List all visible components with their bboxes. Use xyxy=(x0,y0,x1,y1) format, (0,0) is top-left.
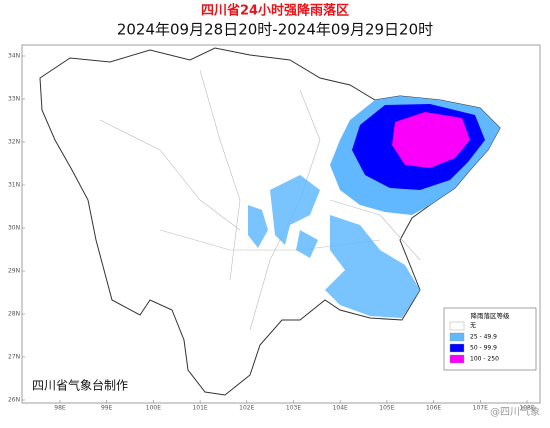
latitude-label: 27N xyxy=(8,354,20,361)
legend-swatch xyxy=(449,354,465,364)
longitude-label: 101E xyxy=(192,405,207,412)
watermark: @四川气象 xyxy=(490,405,540,418)
credit: 四川省气象台制作 xyxy=(32,378,128,393)
rain-area-extreme xyxy=(392,112,470,168)
longitude-label: 100E xyxy=(146,405,161,412)
latitude-label: 28N xyxy=(8,311,20,318)
longitude-label: 103E xyxy=(286,405,301,412)
longitude-label: 105E xyxy=(379,405,394,412)
subtitle: 2024年09月28日20时-2024年09月29日20时 xyxy=(117,21,433,39)
longitude-label: 99E xyxy=(101,405,113,412)
latitude-label: 34N xyxy=(8,53,20,60)
longitude-label: 102E xyxy=(239,405,254,412)
legend-swatch xyxy=(449,321,465,331)
latitude-label: 33N xyxy=(8,96,20,103)
latitude-label: 29N xyxy=(8,268,20,275)
longitude-ticks: 98E 99E 100E 101E 102E 103E 104E 105E 106E 107E 10… xyxy=(54,400,535,412)
latitude-ticks: 34N 33N 32N 31N 30N 29N 28N 27N 26N xyxy=(8,53,25,404)
rain-area-light xyxy=(248,175,420,318)
longitude-label: 106E xyxy=(426,405,441,412)
title: 四川省24小时强降雨落区 xyxy=(201,3,349,19)
legend-swatch xyxy=(449,343,465,353)
legend-label: 100 - 250 xyxy=(470,356,499,363)
legend-label: 50 - 99.9 xyxy=(470,345,497,352)
latitude-label: 32N xyxy=(8,139,20,146)
province-map xyxy=(39,47,501,396)
latitude-label: 31N xyxy=(8,182,20,189)
longitude-label: 107E xyxy=(473,405,488,412)
legend-label: 无 xyxy=(470,323,476,330)
legend-swatch xyxy=(449,332,465,342)
legend-title: 降雨落区等级 xyxy=(471,311,511,320)
latitude-label: 26N xyxy=(8,397,20,404)
latitude-label: 30N xyxy=(8,225,20,232)
longitude-label: 98E xyxy=(54,405,66,412)
longitude-label: 104E xyxy=(333,405,348,412)
longitude-label: 108E xyxy=(519,405,534,412)
legend: 降雨落区等级 无 25 - 49.9 50 - 99.9 100 - 250 xyxy=(443,307,537,371)
legend-label: 25 - 49.9 xyxy=(470,334,497,341)
